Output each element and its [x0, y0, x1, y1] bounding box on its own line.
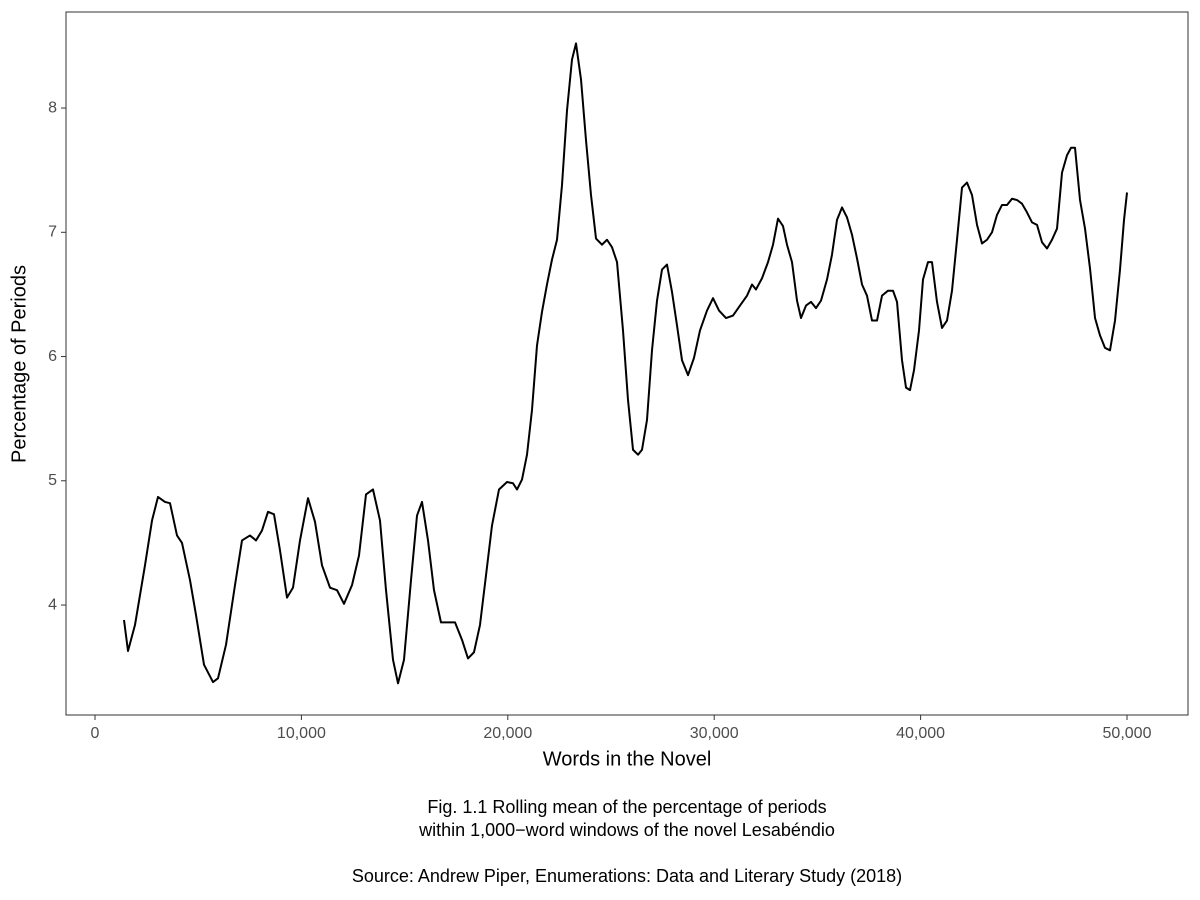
y-tick-label: 5	[48, 472, 57, 489]
plot-border	[65, 11, 1189, 716]
y-tick-label: 4	[48, 596, 57, 613]
x-tick-label: 50,000	[1103, 725, 1152, 742]
y-axis-title: Percentage of Periods	[8, 265, 30, 463]
x-axis-title: Words in the Novel	[543, 748, 712, 770]
source: Source: Andrew Piper, Enumerations: Data…	[352, 866, 902, 886]
x-tick-label: 30,000	[690, 725, 739, 742]
x-tick-label: 10,000	[277, 725, 326, 742]
data-line	[123, 42, 1129, 685]
caption-line: Fig. 1.1 Rolling mean of the percentage …	[427, 797, 826, 817]
x-tick-label: 20,000	[483, 725, 532, 742]
x-tick-label: 0	[91, 725, 100, 742]
y-tick-label: 7	[48, 224, 57, 241]
caption-line: within 1,000−word windows of the novel L…	[418, 820, 835, 840]
y-tick-label: 6	[48, 348, 57, 365]
y-tick-label: 8	[48, 99, 57, 116]
x-tick-label: 40,000	[896, 725, 945, 742]
